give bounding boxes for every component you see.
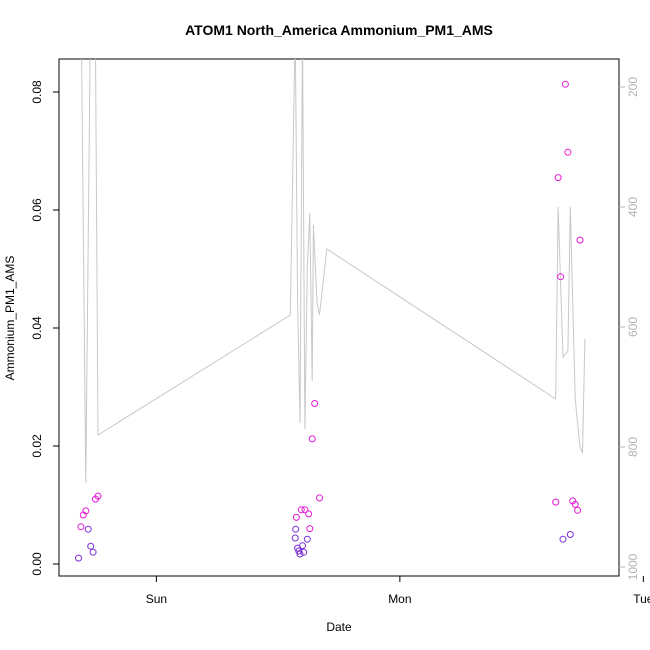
data-point [561,80,569,88]
data-point [559,535,567,543]
data-point [311,400,319,407]
chart-title: ATOM1 North_America Ammonium_PM1_AMS [185,22,493,38]
y2-tick-label: 1000 [626,553,640,580]
data-point [552,498,560,506]
y-tick-label: 0.00 [30,552,44,576]
data-point [89,548,97,556]
data-point [84,525,92,533]
y-tick-label: 0.04 [30,316,44,340]
plot-frame [58,58,620,577]
y2-tick-label: 400 [626,197,640,217]
left-y-axis: 0.00 0.02 0.04 0.06 0.08 [30,80,59,576]
y-tick-label: 0.06 [30,198,44,222]
data-point [77,523,85,531]
x-tick-label: Mon [388,592,411,606]
data-point [308,435,316,443]
data-point [292,513,300,521]
x-axis: Sun Mon Tue [146,576,650,606]
data-point [564,148,572,156]
series-line-layer [81,59,586,484]
data-point [554,174,562,182]
data-point [316,494,323,502]
data-point [87,542,95,550]
y2-tick-label: 800 [626,437,640,457]
series-points-layer [75,80,584,562]
data-point [75,554,82,562]
data-point [292,525,300,533]
right-y-axis: 200 400 600 800 1000 [619,77,640,580]
data-point [557,273,565,281]
x-axis-label: Date [326,620,352,634]
data-point [297,506,305,514]
x-tick-label: Sun [146,592,167,606]
data-point [566,531,574,538]
y2-tick-label: 600 [626,317,640,337]
data-point [306,525,314,533]
y-tick-label: 0.02 [30,434,44,458]
series-line [81,59,586,484]
data-point [296,550,304,558]
data-point [576,236,584,244]
data-point [303,535,311,543]
data-point [291,534,299,542]
y-axis-label: Ammonium_PM1_AMS [3,256,17,381]
y2-tick-label: 200 [626,77,640,97]
data-point [300,548,308,556]
y-tick-label: 0.08 [30,80,44,104]
data-point [574,506,582,514]
x-tick-label: Tue [633,592,650,606]
data-point [82,507,90,515]
data-point [571,500,579,508]
data-point [299,542,306,550]
data-point [94,492,102,500]
data-point [301,506,309,514]
data-point [305,510,313,518]
